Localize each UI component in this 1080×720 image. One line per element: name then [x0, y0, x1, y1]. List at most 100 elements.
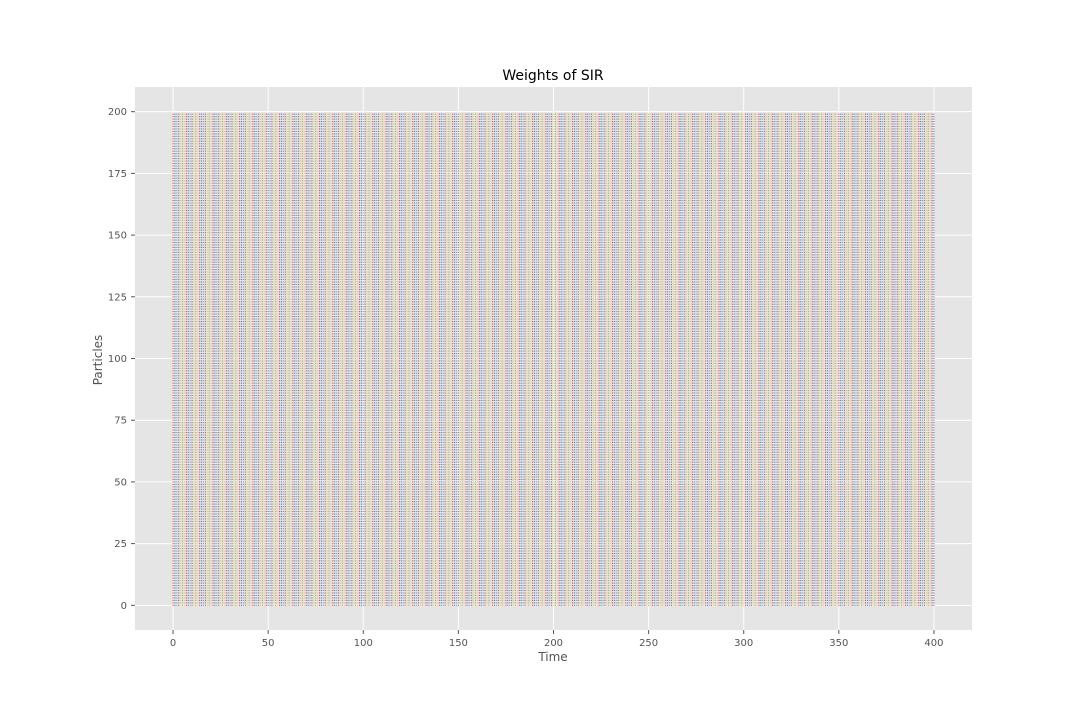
scatter-point	[178, 452, 179, 453]
scatter-point	[192, 427, 193, 428]
scatter-point	[173, 509, 174, 510]
scatter-point	[193, 444, 194, 445]
scatter-point	[190, 439, 191, 440]
scatter-point	[176, 333, 177, 334]
scatter-point	[188, 217, 189, 218]
scatter-point	[173, 227, 174, 228]
scatter-point	[176, 158, 177, 159]
scatter-point	[173, 400, 174, 401]
scatter-point	[182, 116, 183, 117]
scatter-point	[173, 200, 174, 201]
scatter-point	[182, 467, 183, 468]
scatter-point	[178, 254, 179, 255]
scatter-point	[174, 383, 175, 384]
scatter-point	[192, 198, 193, 199]
scatter-point	[180, 405, 181, 406]
scatter-point	[190, 383, 191, 384]
scatter-point	[192, 225, 193, 226]
scatter-point	[192, 531, 193, 532]
scatter-point	[174, 188, 175, 189]
scatter-point	[174, 550, 175, 551]
scatter-point	[184, 444, 185, 445]
scatter-point	[182, 491, 183, 492]
scatter-point	[182, 548, 183, 549]
scatter-point	[176, 336, 177, 337]
scatter-point	[182, 328, 183, 329]
scatter-point	[174, 318, 175, 319]
scatter-point	[192, 239, 193, 240]
scatter-point	[186, 444, 187, 445]
scatter-point	[193, 533, 194, 534]
scatter-point	[182, 138, 183, 139]
scatter-point	[173, 143, 174, 144]
scatter-point	[182, 136, 183, 137]
scatter-point	[190, 563, 191, 564]
scatter-point	[184, 200, 185, 201]
scatter-point	[173, 484, 174, 485]
scatter-point	[182, 380, 183, 381]
scatter-point	[178, 449, 179, 450]
scatter-point	[176, 247, 177, 248]
scatter-point	[186, 207, 187, 208]
scatter-point	[173, 158, 174, 159]
scatter-point	[193, 417, 194, 418]
scatter-point	[186, 491, 187, 492]
scatter-point	[184, 198, 185, 199]
scatter-point	[173, 281, 174, 282]
scatter-point	[173, 528, 174, 529]
scatter-point	[190, 580, 191, 581]
scatter-point	[193, 538, 194, 539]
scatter-point	[184, 459, 185, 460]
scatter-point	[174, 400, 175, 401]
scatter-point	[190, 430, 191, 431]
scatter-point	[186, 533, 187, 534]
scatter-point	[186, 351, 187, 352]
scatter-point	[176, 368, 177, 369]
scatter-point	[176, 474, 177, 475]
scatter-point	[174, 432, 175, 433]
scatter-point	[190, 175, 191, 176]
scatter-point	[173, 380, 174, 381]
scatter-point	[188, 338, 189, 339]
scatter-point	[173, 526, 174, 527]
scatter-point	[186, 348, 187, 349]
scatter-point	[192, 299, 193, 300]
scatter-point	[188, 597, 189, 598]
scatter-point	[178, 370, 179, 371]
scatter-point	[176, 183, 177, 184]
scatter-point	[173, 395, 174, 396]
scatter-point	[192, 254, 193, 255]
scatter-point	[192, 486, 193, 487]
scatter-point	[190, 220, 191, 221]
scatter-point	[174, 235, 175, 236]
scatter-point	[184, 331, 185, 332]
scatter-point	[182, 370, 183, 371]
scatter-point	[174, 471, 175, 472]
scatter-point	[174, 533, 175, 534]
scatter-point	[178, 375, 179, 376]
scatter-point	[190, 321, 191, 322]
scatter-point	[193, 289, 194, 290]
scatter-point	[174, 333, 175, 334]
scatter-point	[180, 412, 181, 413]
scatter-point	[190, 188, 191, 189]
scatter-point	[178, 476, 179, 477]
scatter-point	[174, 575, 175, 576]
scatter-point	[174, 560, 175, 561]
scatter-point	[193, 165, 194, 166]
scatter-point	[192, 536, 193, 537]
scatter-point	[173, 454, 174, 455]
scatter-point	[173, 195, 174, 196]
scatter-point	[182, 432, 183, 433]
scatter-point	[190, 168, 191, 169]
scatter-point	[174, 597, 175, 598]
scatter-point	[176, 358, 177, 359]
scatter-point	[184, 546, 185, 547]
scatter-point	[188, 227, 189, 228]
scatter-point	[192, 274, 193, 275]
scatter-point	[178, 318, 179, 319]
scatter-point	[184, 254, 185, 255]
scatter-point	[186, 360, 187, 361]
scatter-point	[184, 583, 185, 584]
scatter-point	[182, 119, 183, 120]
